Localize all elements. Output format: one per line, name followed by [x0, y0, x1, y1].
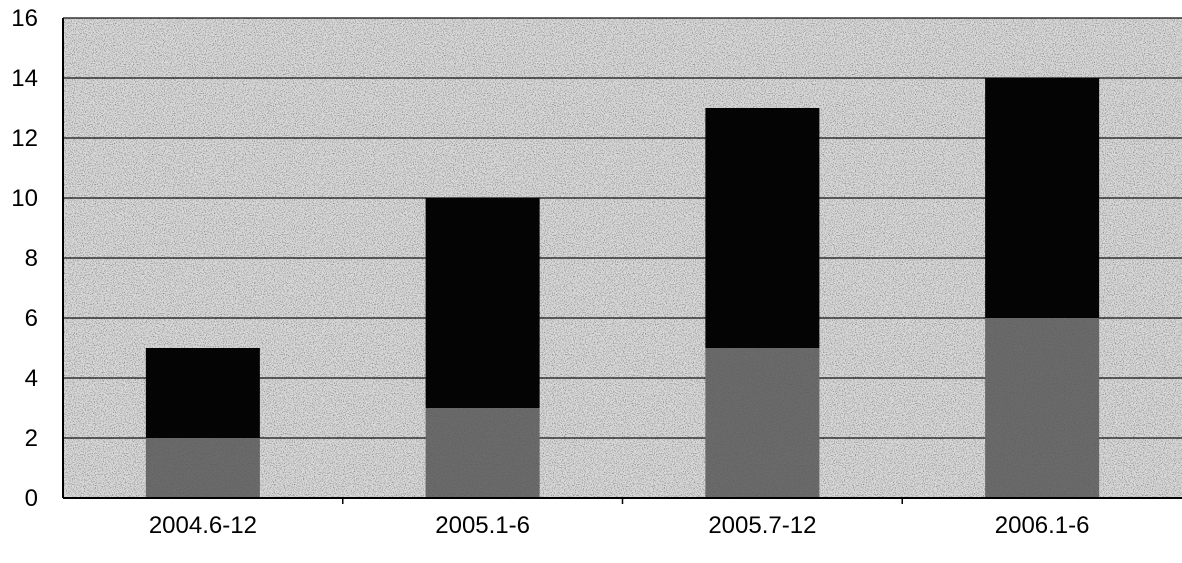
- x-category-label: 2005.1-6: [435, 512, 530, 539]
- x-category-label: 2006.1-6: [995, 512, 1090, 539]
- x-category-label: 2005.7-12: [708, 512, 816, 539]
- y-tick-label: 8: [25, 245, 38, 272]
- y-tick-label: 16: [11, 5, 38, 32]
- y-tick-label: 0: [25, 485, 38, 512]
- y-tick-label: 4: [25, 365, 38, 392]
- y-tick-label: 10: [11, 185, 38, 212]
- bar-texture: [985, 78, 1100, 498]
- bar-texture: [425, 198, 540, 498]
- y-tick-label: 6: [25, 305, 38, 332]
- y-tick-label: 2: [25, 425, 38, 452]
- y-tick-label: 12: [11, 125, 38, 152]
- bar-texture: [705, 108, 820, 498]
- y-tick-label: 14: [11, 65, 38, 92]
- bar-texture: [145, 348, 260, 498]
- x-category-label: 2004.6-12: [149, 512, 257, 539]
